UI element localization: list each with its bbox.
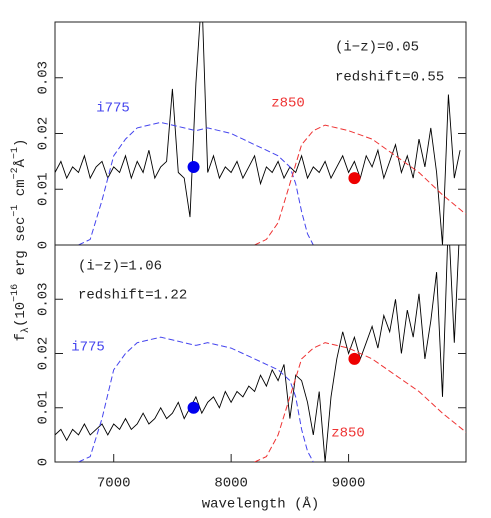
- annotation: (i−z)=0.05: [335, 40, 419, 56]
- series-label: z850: [271, 96, 305, 112]
- y-tick-label: 0.01: [36, 172, 52, 206]
- filter-curve: [78, 336, 314, 462]
- filter-curve: [78, 121, 314, 245]
- y-label-part: cm: [13, 179, 29, 204]
- y-label-part: erg sec: [13, 217, 29, 284]
- annotation: redshift=0.55: [335, 70, 444, 86]
- y-label-part: −1: [10, 147, 21, 159]
- x-tick-label: 8000: [214, 476, 248, 492]
- y-tick-label: 0.03: [36, 282, 52, 316]
- series-label: i775: [96, 101, 130, 117]
- plot-area: [55, 245, 466, 462]
- plot-area: [55, 22, 466, 245]
- annotation: redshift=1.22: [78, 288, 187, 304]
- y-label-part: ): [13, 139, 29, 147]
- y-label-part: (10: [13, 302, 29, 327]
- y-tick-label: 0: [36, 241, 52, 249]
- x-tick-label: 7000: [97, 476, 131, 492]
- y-label-part: λ: [20, 327, 32, 333]
- photometry-point: [348, 352, 361, 365]
- y-label-part: Å: [12, 158, 29, 167]
- x-axis-label: wavelength (Å): [202, 496, 320, 513]
- y-label-part: f: [13, 333, 29, 341]
- x-tick-label: 9000: [332, 476, 366, 492]
- y-tick-label: 0.02: [36, 337, 52, 371]
- spectrum-line: [55, 245, 460, 462]
- filter-curve: [254, 124, 466, 245]
- annotation: (i−z)=1.06: [78, 259, 162, 275]
- y-tick-label: 0.02: [36, 117, 52, 151]
- series-label: i775: [71, 340, 105, 356]
- photometry-point: [187, 401, 200, 414]
- series-label: z850: [331, 426, 365, 442]
- photometry-point: [348, 172, 361, 185]
- y-label-part: −1: [10, 205, 21, 217]
- y-label-part: −16: [10, 284, 21, 302]
- filter-curve: [254, 342, 466, 462]
- photometry-point: [187, 160, 200, 173]
- y-tick-label: 0.01: [36, 391, 52, 425]
- plot-frame: [54, 244, 467, 463]
- y-label-part: −2: [10, 167, 21, 179]
- y-tick-label: 0.03: [36, 61, 52, 95]
- y-tick-label: 0: [36, 458, 52, 466]
- y-axis-label: fλ(10−16 erg sec−1 cm−2Å−1): [10, 139, 32, 342]
- spectrum-line: [55, 22, 461, 245]
